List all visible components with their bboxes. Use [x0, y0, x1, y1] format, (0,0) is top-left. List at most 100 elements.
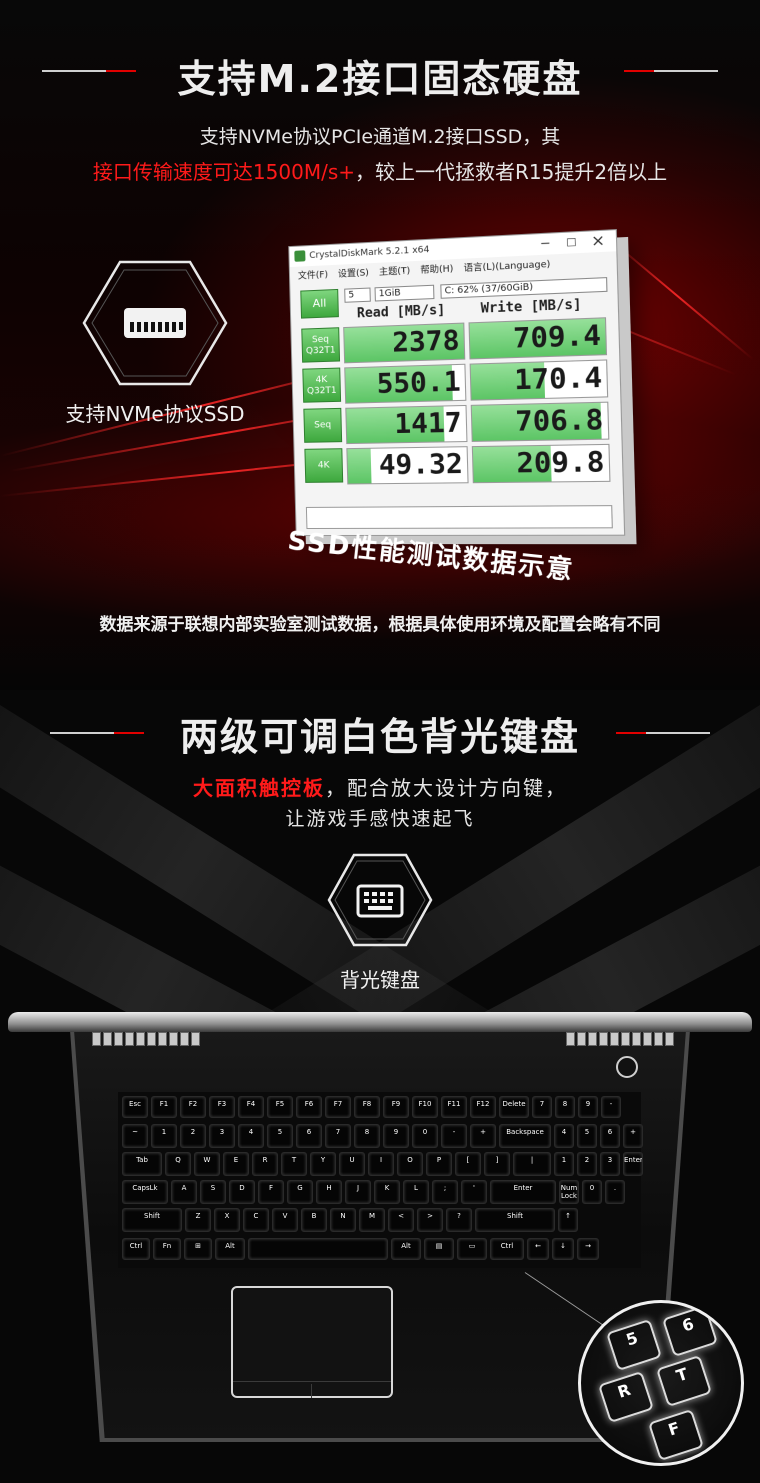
key-8[interactable]: 8 — [354, 1124, 380, 1148]
key-f[interactable]: F — [258, 1180, 284, 1204]
key-q[interactable]: Q — [165, 1152, 191, 1176]
key-w[interactable]: W — [194, 1152, 220, 1176]
key-f10[interactable]: F10 — [412, 1096, 438, 1118]
key-6[interactable]: 6 — [600, 1124, 620, 1148]
minimize-icon[interactable]: − — [540, 236, 551, 251]
key--[interactable]: ~ — [122, 1124, 148, 1148]
4k-button[interactable]: 4K — [304, 448, 343, 483]
key-num-lock[interactable]: Num Lock — [559, 1180, 579, 1204]
key-b[interactable]: B — [301, 1208, 327, 1232]
key-f3[interactable]: F3 — [209, 1096, 235, 1118]
key--[interactable]: - — [601, 1096, 621, 1118]
key-j[interactable]: J — [345, 1180, 371, 1204]
key--[interactable]: | — [513, 1152, 551, 1176]
key-ctrl[interactable]: Ctrl — [122, 1238, 150, 1260]
key--[interactable]: < — [388, 1208, 414, 1232]
key--[interactable]: ↓ — [552, 1238, 574, 1260]
seq-button[interactable]: Seq — [303, 408, 342, 443]
key-enter[interactable]: Enter — [623, 1152, 643, 1176]
key--[interactable]: . — [605, 1180, 625, 1204]
key-3[interactable]: 3 — [600, 1152, 620, 1176]
all-button[interactable]: All — [300, 289, 339, 319]
menu-theme[interactable]: 主题(T) — [379, 266, 411, 278]
key--[interactable]: + — [623, 1124, 643, 1148]
key-alt[interactable]: Alt — [215, 1238, 245, 1260]
key-shift[interactable]: Shift — [122, 1208, 182, 1232]
key--[interactable]: [ — [455, 1152, 481, 1176]
key-capslk[interactable]: CapsLk — [122, 1180, 168, 1204]
key--[interactable]: ] — [484, 1152, 510, 1176]
key-f7[interactable]: F7 — [325, 1096, 351, 1118]
key--[interactable]: ? — [446, 1208, 472, 1232]
key--[interactable]: - — [441, 1124, 467, 1148]
key-e[interactable]: E — [223, 1152, 249, 1176]
key-f12[interactable]: F12 — [470, 1096, 496, 1118]
count-select[interactable]: 5 — [344, 288, 371, 303]
key-2[interactable]: 2 — [180, 1124, 206, 1148]
key--[interactable]: ▭ — [457, 1238, 487, 1260]
touchpad[interactable] — [231, 1286, 393, 1398]
key-fn[interactable]: Fn — [153, 1238, 181, 1260]
key--[interactable]: ; — [432, 1180, 458, 1204]
key-5[interactable]: 5 — [267, 1124, 293, 1148]
key-0[interactable]: 0 — [582, 1180, 602, 1204]
key-enter[interactable]: Enter — [490, 1180, 556, 1204]
power-button[interactable] — [616, 1056, 638, 1078]
key-f5[interactable]: F5 — [267, 1096, 293, 1118]
key-l[interactable]: L — [403, 1180, 429, 1204]
key-s[interactable]: S — [200, 1180, 226, 1204]
key-f9[interactable]: F9 — [383, 1096, 409, 1118]
4k-q32t1-button[interactable]: 4K Q32T1 — [302, 368, 341, 403]
key--[interactable]: ' — [461, 1180, 487, 1204]
key-0[interactable]: 0 — [412, 1124, 438, 1148]
key-4[interactable]: 4 — [554, 1124, 574, 1148]
key-x[interactable]: X — [214, 1208, 240, 1232]
key-7[interactable]: 7 — [532, 1096, 552, 1118]
key-6[interactable]: 6 — [296, 1124, 322, 1148]
key-g[interactable]: G — [287, 1180, 313, 1204]
key-9[interactable]: 9 — [383, 1124, 409, 1148]
key-k[interactable]: K — [374, 1180, 400, 1204]
key-d[interactable]: D — [229, 1180, 255, 1204]
key-f4[interactable]: F4 — [238, 1096, 264, 1118]
key-c[interactable]: C — [243, 1208, 269, 1232]
key-o[interactable]: O — [397, 1152, 423, 1176]
key-v[interactable]: V — [272, 1208, 298, 1232]
key-9[interactable]: 9 — [578, 1096, 598, 1118]
key--[interactable]: ▤ — [424, 1238, 454, 1260]
size-select[interactable]: 1GiB — [375, 285, 435, 302]
key-1[interactable]: 1 — [554, 1152, 574, 1176]
key--[interactable]: ⊞ — [184, 1238, 212, 1260]
key-f11[interactable]: F11 — [441, 1096, 467, 1118]
key-f8[interactable]: F8 — [354, 1096, 380, 1118]
key-n[interactable]: N — [330, 1208, 356, 1232]
cdm-comment-field[interactable] — [306, 505, 613, 529]
key-z[interactable]: Z — [185, 1208, 211, 1232]
key-u[interactable]: U — [339, 1152, 365, 1176]
key-esc[interactable]: Esc — [122, 1096, 148, 1118]
key-ctrl[interactable]: Ctrl — [490, 1238, 524, 1260]
key-7[interactable]: 7 — [325, 1124, 351, 1148]
key-h[interactable]: H — [316, 1180, 342, 1204]
key-shift[interactable]: Shift — [475, 1208, 555, 1232]
key-i[interactable]: I — [368, 1152, 394, 1176]
key--[interactable]: ← — [527, 1238, 549, 1260]
key-space[interactable] — [248, 1238, 388, 1260]
menu-language[interactable]: 语言(L)(Language) — [464, 260, 551, 274]
key-backspace[interactable]: Backspace — [499, 1124, 551, 1148]
key-2[interactable]: 2 — [577, 1152, 597, 1176]
key--[interactable]: ↑ — [558, 1208, 578, 1232]
key-alt[interactable]: Alt — [391, 1238, 421, 1260]
key-y[interactable]: Y — [310, 1152, 336, 1176]
key-f6[interactable]: F6 — [296, 1096, 322, 1118]
key-5[interactable]: 5 — [577, 1124, 597, 1148]
maximize-icon[interactable]: □ — [566, 236, 577, 248]
menu-settings[interactable]: 设置(S) — [338, 268, 369, 280]
menu-file[interactable]: 文件(F) — [298, 270, 328, 281]
key-p[interactable]: P — [426, 1152, 452, 1176]
drive-select[interactable]: C: 62% (37/60GiB) — [440, 277, 607, 299]
menu-help[interactable]: 帮助(H) — [420, 264, 453, 276]
key-f1[interactable]: F1 — [151, 1096, 177, 1118]
seq-q32t1-button[interactable]: Seq Q32T1 — [301, 327, 340, 362]
close-icon[interactable]: × — [591, 231, 605, 251]
